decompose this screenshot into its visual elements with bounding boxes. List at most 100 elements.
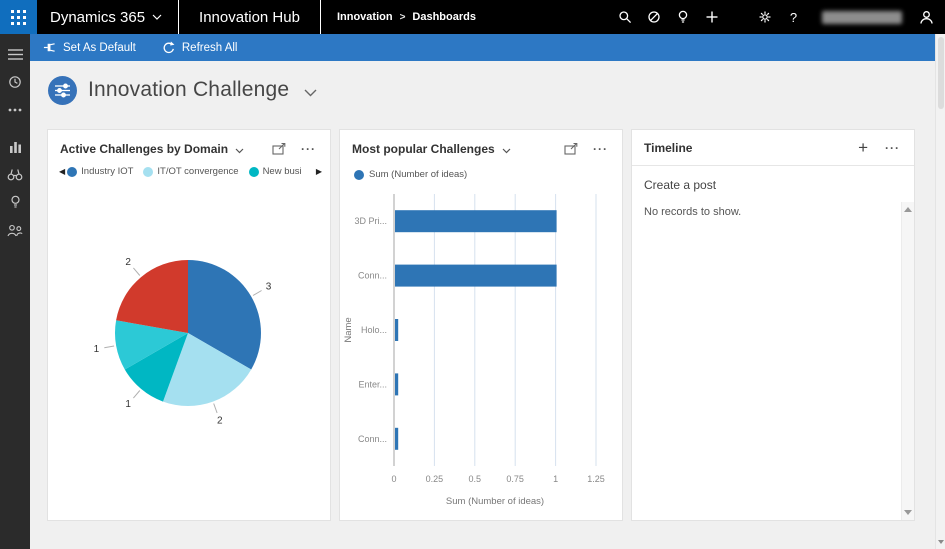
page-scrollbar[interactable] [935, 34, 945, 549]
sidebar-people-icon[interactable] [0, 216, 30, 244]
breadcrumb: Innovation > Dashboards [337, 11, 476, 23]
bar-legend: Sum (Number of ideas) [340, 164, 622, 180]
timeline-scrollbar[interactable] [901, 202, 914, 520]
legend-next-icon[interactable]: ▶ [315, 167, 322, 176]
card-more-icon[interactable]: ··· [879, 141, 906, 155]
svg-text:Sum (Number of ideas): Sum (Number of ideas) [446, 496, 544, 507]
scroll-down-icon[interactable] [937, 540, 944, 544]
brand-switcher[interactable]: Dynamics 365 [37, 0, 178, 34]
card-more-icon[interactable]: ··· [295, 142, 322, 156]
svg-text:3D Pri...: 3D Pri... [354, 216, 387, 226]
add-plus-icon[interactable] [697, 0, 726, 34]
account-person-icon[interactable] [912, 0, 941, 34]
app-launcher-waffle-icon[interactable] [0, 0, 37, 34]
legend-dot [143, 166, 154, 177]
timeline-records: No records to show. [632, 202, 914, 520]
breadcrumb-area[interactable]: Innovation [336, 11, 393, 23]
svg-text:Name: Name [343, 317, 354, 342]
legend-label: Sum (Number of ideas) [369, 169, 468, 180]
legend-item[interactable]: Industry IOT [67, 166, 133, 177]
pie-chart[interactable]: 3 2 1 1 2 [48, 181, 330, 481]
bar [395, 373, 399, 396]
pie-slice [163, 333, 252, 407]
svg-text:Holo...: Holo... [361, 325, 387, 335]
help-icon[interactable]: ? [779, 0, 808, 34]
breadcrumb-separator: > [399, 11, 406, 23]
legend-prev-icon[interactable]: ◀ [59, 167, 66, 176]
card-header: Timeline + ··· [632, 130, 914, 166]
card-more-icon[interactable]: ··· [587, 142, 614, 156]
scroll-down-icon[interactable] [904, 510, 912, 515]
user-name-redacted [822, 10, 902, 24]
app-name[interactable]: Innovation Hub [178, 0, 321, 34]
svg-text:0.5: 0.5 [469, 474, 482, 484]
legend-label: New busi [262, 166, 302, 177]
set-as-default-label: Set As Default [63, 41, 136, 54]
scroll-up-icon[interactable] [904, 207, 912, 212]
refresh-all-label: Refresh All [181, 41, 238, 54]
card-header: Most popular Challenges ··· [340, 130, 622, 164]
pie-slice [124, 333, 188, 402]
sidebar-lightbulb-icon[interactable] [0, 188, 30, 216]
scrollbar-thumb[interactable] [937, 37, 944, 109]
svg-text:2: 2 [217, 415, 223, 426]
bar [395, 319, 399, 341]
left-sidebar [0, 34, 30, 549]
svg-text:2: 2 [125, 257, 131, 268]
main-content: Innovation Challenge Active Challenges b… [30, 61, 935, 549]
top-navigation-bar: Dynamics 365 Innovation Hub Innovation >… [0, 0, 945, 34]
legend-label: Industry IOT [81, 166, 134, 177]
brand-label: Dynamics 365 [50, 8, 146, 26]
breadcrumb-page[interactable]: Dashboards [412, 11, 476, 23]
card-timeline: Timeline + ··· Create a post No records … [631, 129, 915, 521]
legend-item[interactable]: IT/OT convergence [143, 166, 239, 177]
card-title-chevron-icon[interactable] [233, 141, 246, 158]
app-name-label: Innovation Hub [199, 8, 300, 26]
search-icon[interactable] [610, 0, 639, 34]
dashboard-cards: Active Challenges by Domain ··· ◀ Indust… [47, 129, 935, 521]
bar [395, 210, 557, 233]
svg-text:0.25: 0.25 [426, 474, 444, 484]
more-ellipsis-icon[interactable] [0, 96, 30, 124]
svg-text:0.75: 0.75 [506, 474, 524, 484]
expand-card-icon[interactable] [560, 141, 582, 157]
hamburger-menu-icon[interactable] [0, 40, 30, 68]
bar [395, 264, 557, 287]
dashboard-header: Innovation Challenge [48, 75, 935, 105]
sidebar-chart-icon[interactable] [0, 132, 30, 160]
card-title: Timeline [644, 140, 693, 155]
refresh-all-button[interactable]: Refresh All [149, 34, 251, 61]
svg-text:3: 3 [266, 282, 272, 293]
lightbulb-icon[interactable] [668, 0, 697, 34]
recent-clock-icon[interactable] [0, 68, 30, 96]
dashboard-title: Innovation Challenge [88, 78, 290, 101]
create-post-field[interactable]: Create a post [644, 178, 717, 192]
sidebar-binoculars-icon[interactable] [0, 160, 30, 188]
add-post-icon[interactable]: + [852, 139, 874, 156]
bar-chart[interactable]: 0 0.25 0.5 0.75 1 1.25 3D Pri... Conn... Holo...… [340, 182, 622, 512]
bar [395, 427, 399, 450]
dashboard-selector-chevron-icon[interactable] [300, 83, 321, 102]
pie-legend: ◀ Industry IOT IT/OT convergence New busi … [48, 164, 330, 177]
svg-text:Conn...: Conn... [358, 434, 387, 444]
svg-text:0: 0 [391, 474, 396, 484]
legend-label: IT/OT convergence [157, 166, 239, 177]
svg-text:1: 1 [94, 344, 100, 355]
legend-dot [248, 166, 259, 177]
legend-items: Industry IOT IT/OT convergence New busi [67, 166, 314, 177]
svg-text:1.25: 1.25 [587, 474, 605, 484]
set-as-default-button[interactable]: Set As Default [30, 34, 149, 61]
quick-actions-circle-icon[interactable] [639, 0, 668, 34]
expand-card-icon[interactable] [268, 141, 290, 157]
pie-slice [188, 260, 261, 370]
topbar-icons: ? [610, 0, 945, 34]
pie-slice [116, 260, 188, 333]
card-header: Active Challenges by Domain ··· [48, 130, 330, 164]
legend-item[interactable]: New busi [248, 166, 302, 177]
chevron-down-icon [152, 14, 162, 20]
card-title-chevron-icon[interactable] [500, 141, 513, 158]
dashboard-icon [48, 75, 77, 105]
pin-icon [43, 43, 55, 52]
settings-gear-icon[interactable] [750, 0, 779, 34]
pie-slice [114, 320, 188, 370]
